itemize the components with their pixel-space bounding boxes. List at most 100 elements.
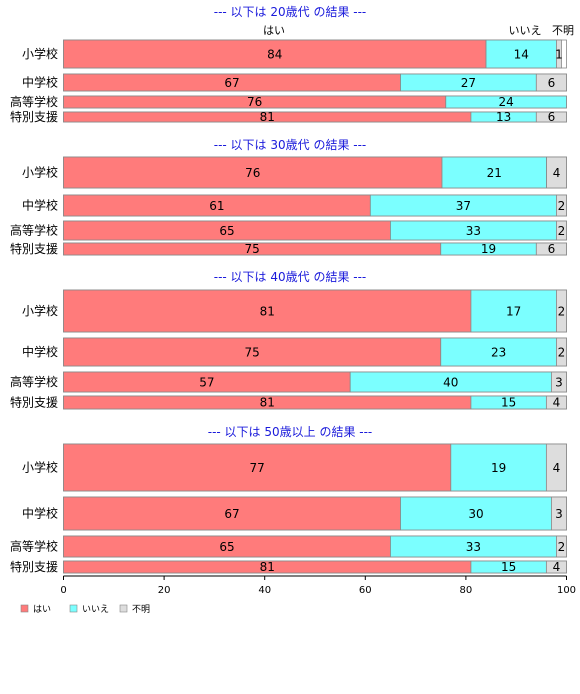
x-tick-label: 20 xyxy=(158,585,171,596)
data-label: 40 xyxy=(443,376,458,390)
bar-segment xyxy=(535,111,567,123)
bar-segment xyxy=(63,337,442,367)
data-label: 84 xyxy=(267,48,282,62)
bar-segment xyxy=(535,73,567,92)
group-title: --- 以下は 40歳代 の結果 --- xyxy=(214,270,367,284)
data-label: 6 xyxy=(548,110,556,124)
category-label: 小学校 xyxy=(22,165,58,180)
x-tick-label: 0 xyxy=(60,585,66,596)
category-label: 特別支援 xyxy=(10,395,58,410)
data-label: 67 xyxy=(224,507,239,521)
bar-segment xyxy=(63,289,472,333)
data-label: 30 xyxy=(468,507,483,521)
data-label: 4 xyxy=(553,166,561,180)
bar-segment xyxy=(470,289,557,333)
category-label: 特別支援 xyxy=(10,109,58,124)
category-label: 高等学校 xyxy=(10,94,58,109)
legend-swatch xyxy=(20,604,29,613)
category-label: 小学校 xyxy=(22,460,58,475)
category-label: 中学校 xyxy=(22,75,58,90)
data-label: 1 xyxy=(555,48,563,62)
bar-segment xyxy=(63,156,443,189)
x-tick-label: 100 xyxy=(557,585,576,596)
bar-segment xyxy=(556,337,567,367)
column-header: 不明 xyxy=(552,24,574,37)
data-label: 19 xyxy=(481,242,496,256)
bar-segment xyxy=(63,443,452,492)
data-label: 75 xyxy=(244,346,259,360)
legend-label: 不明 xyxy=(132,604,150,615)
data-label: 65 xyxy=(219,224,234,238)
data-label: 4 xyxy=(553,461,561,475)
bar-segment xyxy=(556,39,562,69)
data-label: 37 xyxy=(456,199,471,213)
bar-segment xyxy=(450,443,547,492)
data-label: 65 xyxy=(219,540,234,554)
data-label: 81 xyxy=(260,110,275,124)
group-title: --- 以下は 50歳以上 の結果 --- xyxy=(208,425,373,439)
category-label: 小学校 xyxy=(22,46,58,61)
group-title: --- 以下は 20歳代 の結果 --- xyxy=(214,5,367,19)
x-tick-label: 80 xyxy=(460,585,473,596)
group-title: --- 以下は 30歳代 の結果 --- xyxy=(214,138,367,152)
data-label: 24 xyxy=(498,95,513,109)
data-label: 81 xyxy=(260,396,275,410)
data-label: 19 xyxy=(491,461,506,475)
data-label: 61 xyxy=(209,199,224,213)
bar-segment xyxy=(556,220,567,241)
category-label: 特別支援 xyxy=(10,559,58,574)
bar-segment xyxy=(551,496,567,531)
data-label: 15 xyxy=(501,396,516,410)
legend-swatch xyxy=(69,604,78,613)
bar-segment xyxy=(441,156,547,189)
bar-segment xyxy=(445,95,567,109)
data-label: 57 xyxy=(199,376,214,390)
data-label: 2 xyxy=(558,305,566,319)
data-label: 15 xyxy=(501,560,516,574)
data-label: 4 xyxy=(553,560,561,574)
data-label: 76 xyxy=(245,166,260,180)
bar-segment xyxy=(556,194,567,217)
x-tick-label: 40 xyxy=(258,585,271,596)
data-label: 33 xyxy=(466,540,481,554)
bar-segment xyxy=(556,535,567,558)
data-label: 77 xyxy=(250,461,265,475)
data-label: 27 xyxy=(461,76,476,90)
bar-segment xyxy=(545,395,567,410)
category-label: 高等学校 xyxy=(10,223,58,238)
category-label: 中学校 xyxy=(22,198,58,213)
legend-label: はい xyxy=(33,604,51,615)
column-header: はい xyxy=(263,24,285,37)
data-label: 76 xyxy=(247,95,262,109)
data-label: 3 xyxy=(555,507,563,521)
bar-segment xyxy=(556,289,567,333)
data-label: 67 xyxy=(224,76,239,90)
bar-segment xyxy=(535,242,567,256)
x-tick-label: 60 xyxy=(359,585,372,596)
data-label: 2 xyxy=(558,540,566,554)
data-label: 2 xyxy=(558,224,566,238)
legend-swatch xyxy=(119,604,128,613)
column-header: いいえ xyxy=(509,24,542,37)
data-label: 17 xyxy=(506,305,521,319)
data-label: 6 xyxy=(548,76,556,90)
category-label: 中学校 xyxy=(22,344,58,359)
data-label: 21 xyxy=(487,166,502,180)
data-label: 2 xyxy=(558,346,566,360)
data-label: 13 xyxy=(496,110,511,124)
category-label: 中学校 xyxy=(22,506,58,521)
bar-segment xyxy=(63,39,487,69)
data-label: 6 xyxy=(548,242,556,256)
legend-label: いいえ xyxy=(82,604,109,615)
bar-segment xyxy=(545,560,567,574)
data-label: 2 xyxy=(558,199,566,213)
data-label: 14 xyxy=(514,48,529,62)
bar-segment xyxy=(400,496,552,531)
data-label: 81 xyxy=(260,560,275,574)
bar-segment xyxy=(545,443,567,492)
data-label: 3 xyxy=(555,376,563,390)
bar-segment xyxy=(546,156,567,189)
bar-segment xyxy=(63,496,401,531)
category-label: 高等学校 xyxy=(10,539,58,554)
